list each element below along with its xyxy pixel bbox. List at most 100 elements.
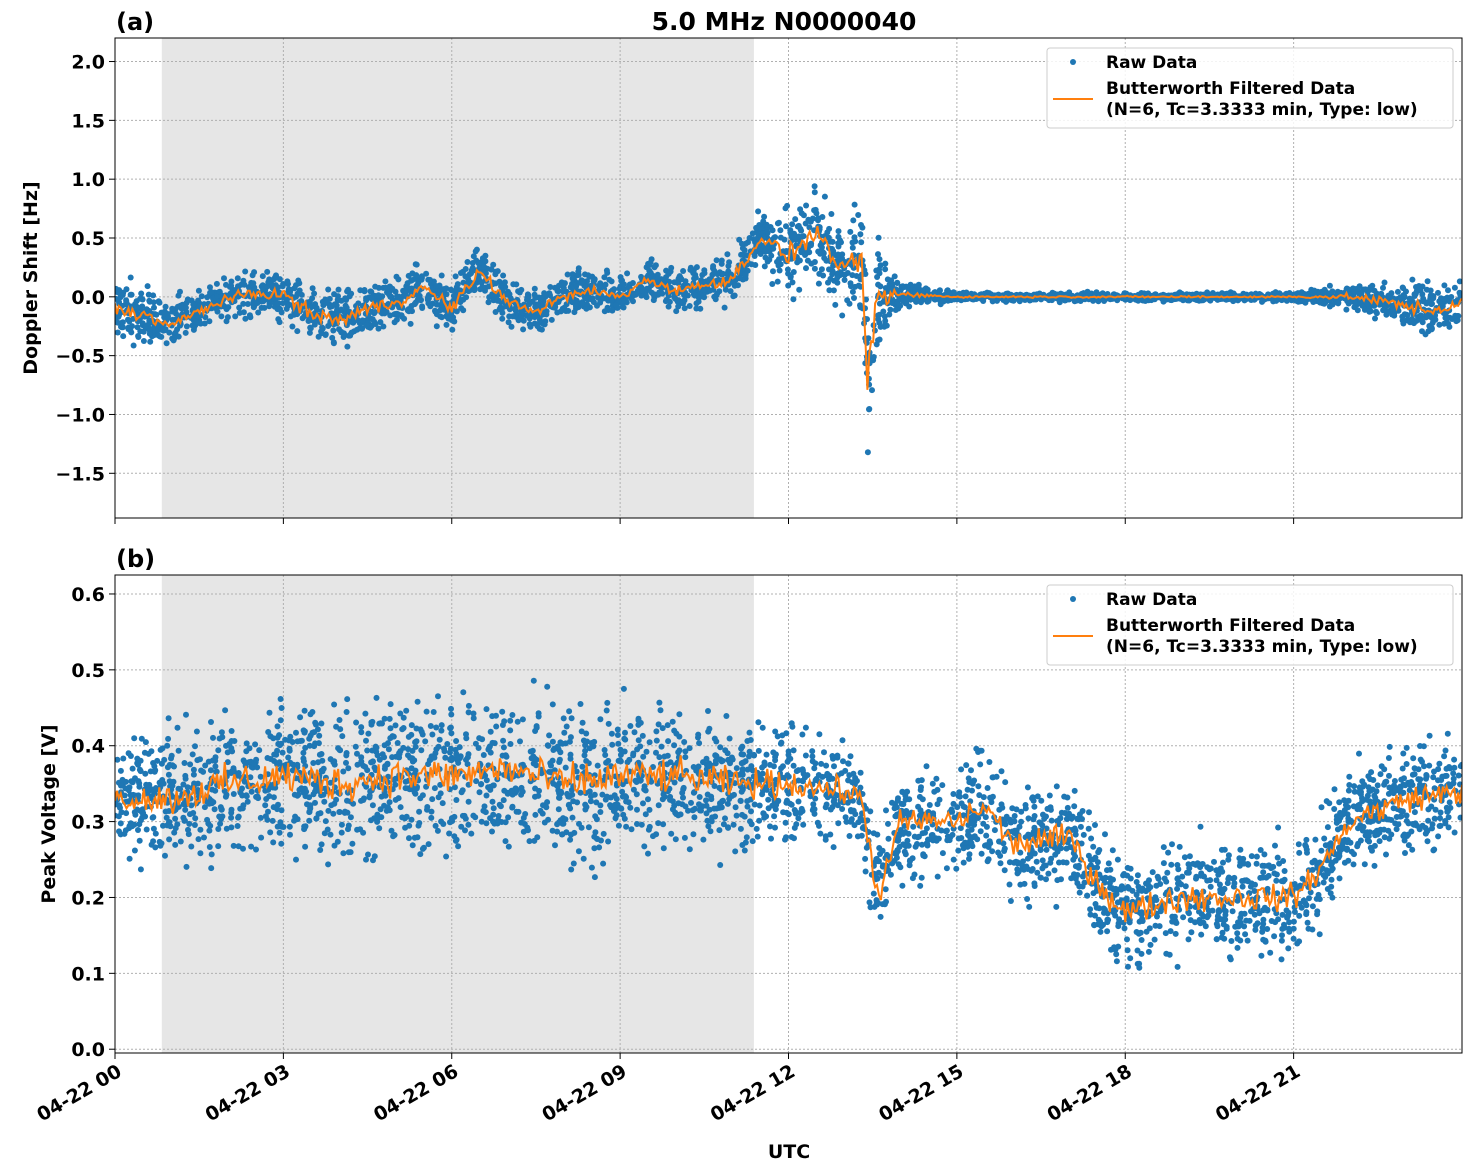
raw-data-point	[448, 287, 455, 294]
raw-data-point	[223, 306, 230, 313]
raw-data-point	[1264, 926, 1271, 932]
raw-data-point	[1406, 295, 1413, 302]
raw-data-point	[646, 739, 653, 746]
raw-data-point	[580, 855, 587, 862]
raw-data-point	[665, 303, 672, 310]
raw-data-point	[536, 300, 543, 307]
raw-data-point	[620, 685, 627, 692]
raw-data-point	[575, 848, 582, 855]
raw-data-point	[442, 754, 449, 761]
raw-data-point	[659, 290, 666, 297]
raw-data-point	[876, 270, 883, 277]
raw-data-point	[665, 738, 672, 745]
raw-data-point	[645, 796, 651, 803]
raw-data-point	[563, 288, 570, 295]
raw-data-point	[1351, 783, 1358, 790]
raw-data-point	[1403, 761, 1410, 767]
raw-data-point	[387, 725, 394, 732]
raw-data-point	[358, 729, 365, 736]
raw-data-point	[821, 193, 828, 200]
raw-data-point	[212, 763, 219, 770]
raw-data-point	[151, 304, 157, 311]
raw-data-point	[653, 728, 660, 735]
raw-data-point	[328, 302, 335, 309]
raw-data-point	[368, 294, 375, 301]
raw-data-point	[490, 805, 497, 812]
raw-data-point	[914, 283, 921, 290]
raw-data-point	[1174, 963, 1181, 970]
raw-data-point	[518, 762, 525, 769]
raw-data-point	[313, 304, 320, 311]
raw-data-point	[507, 727, 514, 734]
raw-data-point	[1362, 286, 1369, 293]
raw-data-point	[653, 749, 659, 756]
raw-data-point	[228, 278, 235, 285]
raw-data-point	[1391, 778, 1398, 784]
raw-data-point	[768, 252, 775, 259]
raw-data-point	[790, 233, 797, 240]
raw-data-point	[526, 315, 533, 322]
raw-data-point	[753, 224, 760, 231]
raw-data-point	[1024, 784, 1031, 791]
raw-data-point	[693, 305, 700, 312]
raw-data-point	[146, 330, 153, 337]
raw-data-point	[835, 243, 842, 250]
y-tick-label: 0.0	[71, 287, 105, 309]
raw-data-point	[360, 829, 367, 836]
raw-data-point	[138, 735, 145, 742]
raw-data-point	[228, 814, 235, 821]
raw-data-point	[1457, 763, 1462, 770]
raw-data-point	[615, 822, 622, 829]
raw-data-point	[1428, 325, 1435, 332]
raw-data-point	[416, 808, 423, 815]
raw-data-point	[601, 308, 608, 315]
raw-data-point	[1380, 284, 1386, 291]
raw-data-point	[1281, 868, 1288, 874]
raw-data-point	[761, 263, 768, 270]
raw-data-point	[394, 310, 400, 317]
raw-data-point	[792, 216, 799, 223]
raw-data-point	[192, 815, 199, 822]
raw-data-point	[380, 323, 387, 330]
raw-data-point	[1292, 297, 1299, 304]
raw-data-point	[377, 319, 384, 326]
raw-data-point	[1376, 291, 1383, 298]
raw-data-point	[943, 865, 950, 872]
raw-data-point	[1097, 928, 1104, 935]
raw-data-point	[216, 288, 223, 295]
raw-data-point	[1253, 860, 1260, 867]
raw-data-point	[877, 262, 884, 269]
raw-data-point	[335, 297, 342, 304]
raw-data-point	[787, 274, 794, 281]
raw-data-point	[458, 305, 465, 312]
raw-data-point	[294, 290, 301, 297]
raw-data-point	[1239, 883, 1246, 890]
raw-data-point	[976, 792, 983, 799]
raw-data-point	[834, 274, 841, 281]
raw-data-point	[965, 828, 972, 835]
raw-data-point	[1366, 307, 1373, 314]
panel-b: 0.00.10.20.30.40.50.604-22 00 04-22 03 04-…	[33, 574, 1463, 1126]
raw-data-point	[572, 302, 579, 309]
raw-data-point	[480, 752, 487, 758]
raw-data-point	[759, 764, 766, 771]
raw-data-point	[144, 283, 151, 290]
raw-data-point	[802, 752, 809, 759]
raw-data-point	[1167, 928, 1174, 935]
raw-data-point	[183, 323, 190, 330]
raw-data-point	[1165, 849, 1172, 856]
raw-data-point	[161, 310, 168, 317]
raw-data-point	[867, 904, 874, 911]
raw-data-point	[483, 820, 490, 827]
raw-data-point	[500, 744, 507, 751]
raw-data-point	[213, 280, 220, 287]
raw-data-point	[695, 731, 702, 738]
raw-data-point	[1405, 842, 1412, 849]
raw-data-point	[518, 819, 525, 826]
raw-data-point	[1127, 865, 1134, 872]
raw-data-point	[926, 802, 933, 808]
raw-data-point	[182, 304, 189, 311]
raw-data-point	[877, 323, 884, 330]
raw-data-point	[277, 306, 283, 312]
raw-data-point	[790, 269, 797, 275]
